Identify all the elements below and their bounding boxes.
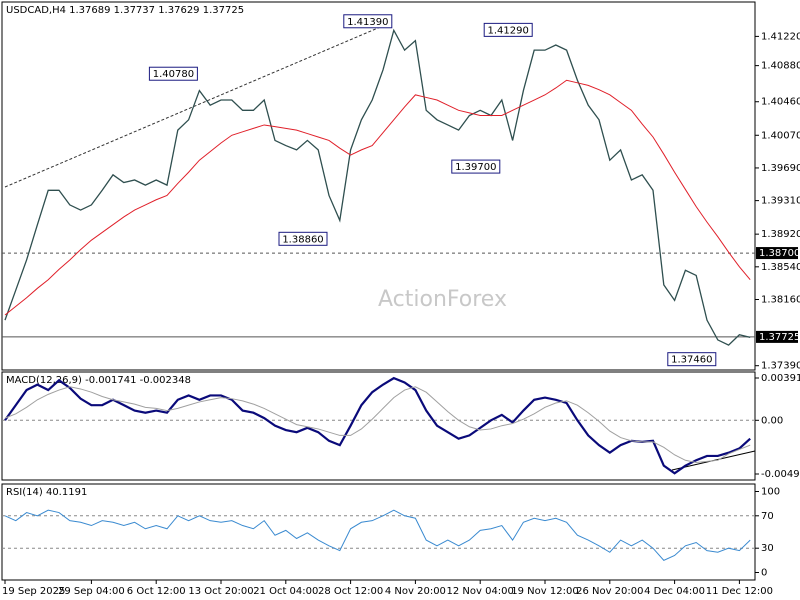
x-tick-label: 19 Nov 12:00 — [511, 586, 578, 597]
level-label: 1.37725 — [759, 332, 800, 343]
x-tick-label: 11 Dec 12:00 — [706, 586, 773, 597]
y-tick-label: 1.39690 — [761, 163, 800, 174]
y-tick-label: 1.37390 — [761, 361, 800, 372]
y-tick-label: 70 — [761, 511, 774, 522]
macd-panel — [1, 371, 756, 481]
y-tick-label: 100 — [761, 487, 780, 498]
x-tick-label: 6 Oct 12:00 — [127, 586, 186, 597]
x-tick-label: 19 Sep 2025 — [2, 586, 65, 597]
y-tick-label: 1.38160 — [761, 294, 800, 305]
series-line — [4, 386, 751, 463]
y-tick-label: 1.40070 — [761, 130, 800, 141]
price-panel — [1, 1, 756, 371]
annotation-label: 1.39700 — [455, 162, 496, 173]
series-line — [4, 376, 751, 475]
series-line — [4, 509, 751, 561]
series-line — [4, 79, 751, 316]
x-tick-label: 4 Dec 04:00 — [644, 586, 705, 597]
y-tick-label: 1.38920 — [761, 229, 800, 240]
rsi-title: RSI(14) 40.1191 — [6, 487, 87, 498]
rsi-panel — [1, 483, 756, 581]
trend-line — [4, 21, 393, 188]
y-tick-label: 1.40460 — [761, 97, 800, 108]
level-label: 1.38700 — [759, 248, 800, 259]
annotation-box — [483, 22, 533, 37]
x-tick-label: 21 Oct 04:00 — [253, 586, 318, 597]
x-tick-label: 28 Oct 12:00 — [318, 586, 383, 597]
y-tick-label: 0.003914 — [761, 373, 800, 384]
x-tick-label: 26 Nov 20:00 — [576, 586, 643, 597]
y-tick-label: 1.39310 — [761, 196, 800, 207]
y-tick-label: 1.40880 — [761, 61, 800, 72]
y-tick-label: 1.41220 — [761, 31, 800, 42]
y-tick-label: 30 — [761, 543, 774, 554]
annotation-label: 1.37460 — [671, 355, 712, 366]
level-box — [756, 247, 798, 260]
annotation-box — [148, 66, 198, 81]
annotation-box — [667, 352, 717, 367]
x-tick-label: 29 Sep 04:00 — [58, 586, 125, 597]
annotation-box — [278, 231, 328, 246]
y-tick-label: -0.00497 — [761, 469, 800, 480]
x-tick-label: 4 Nov 20:00 — [385, 586, 446, 597]
annotation-label: 1.38860 — [282, 234, 323, 245]
annotation-label: 1.41290 — [488, 25, 529, 36]
x-tick-label: 12 Nov 04:00 — [446, 586, 513, 597]
annotation-box — [451, 159, 501, 174]
x-tick-label: 13 Oct 20:00 — [188, 586, 253, 597]
series-line — [4, 28, 751, 346]
level-box — [756, 330, 798, 343]
macd-title: MACD(12,26,9) -0.001741 -0.002348 — [6, 375, 191, 386]
price-title: USDCAD,H4 1.37689 1.37737 1.37629 1.3772… — [6, 5, 244, 16]
watermark: ActionForex — [378, 287, 507, 312]
annotation-box — [343, 14, 393, 29]
y-tick-label: 1.38540 — [761, 262, 800, 273]
annotation-label: 1.40780 — [153, 69, 194, 80]
annotation-label: 1.41390 — [347, 17, 388, 28]
y-tick-label: 0.00 — [761, 415, 783, 426]
y-tick-label: 0 — [761, 568, 767, 579]
